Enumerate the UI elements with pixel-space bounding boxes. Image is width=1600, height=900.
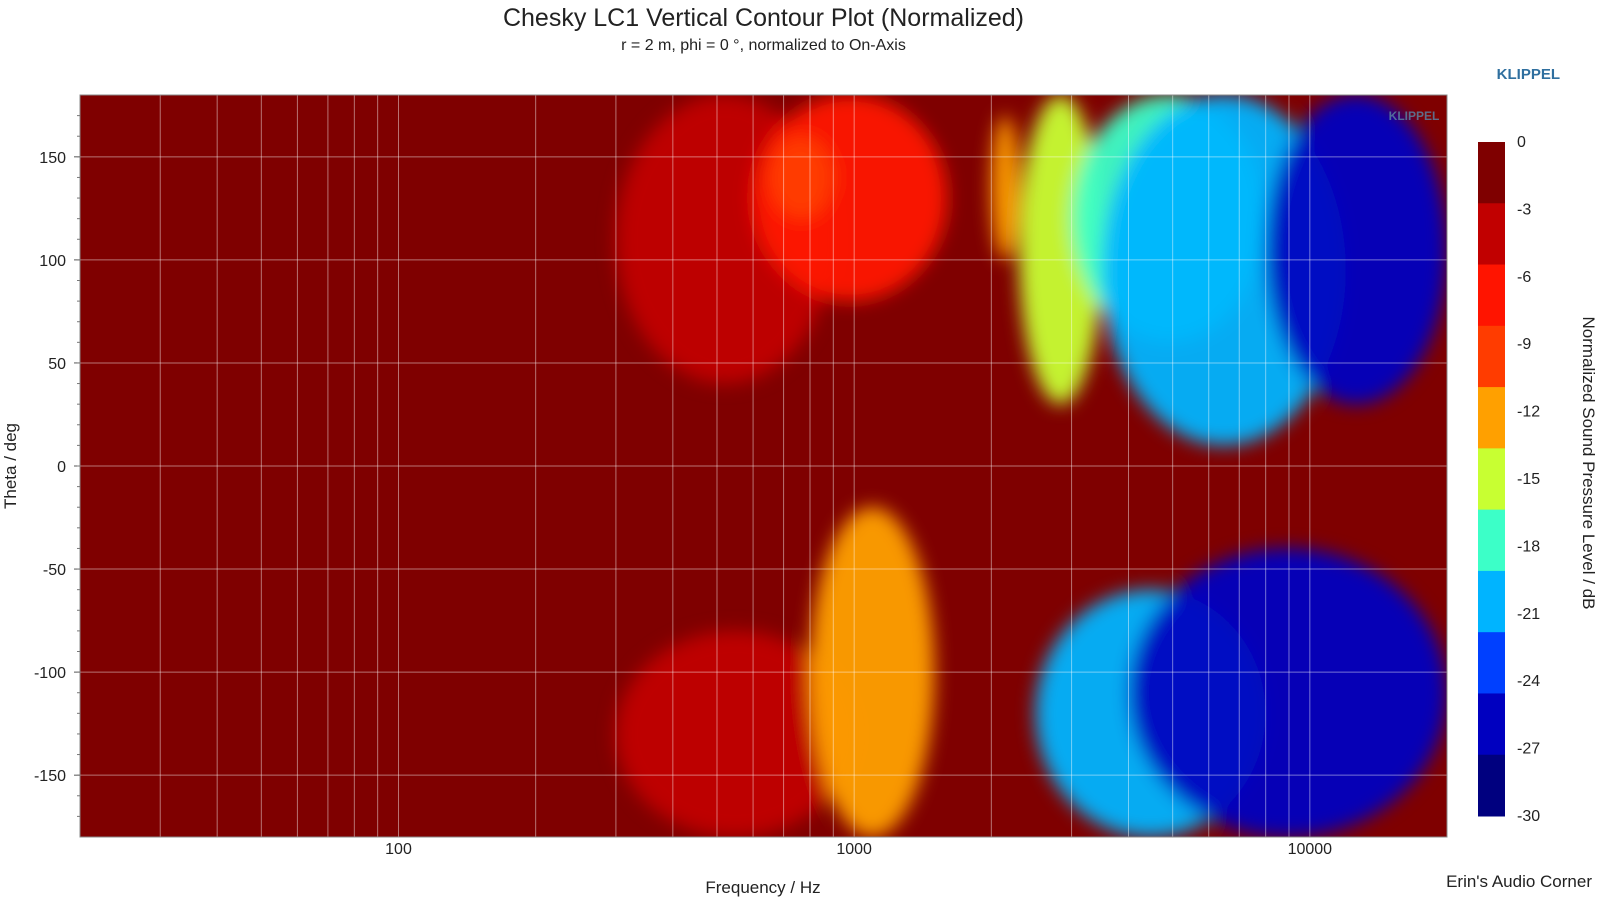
contour-region-2 [768,136,834,219]
contour-region-11 [1128,548,1447,837]
colorbar-tick-label: -3 [1517,201,1531,218]
colorbar-tick-label: -27 [1517,741,1540,758]
y-tick-label: -100 [34,665,66,682]
x-axis-label: Frequency / Hz [705,878,820,897]
contour-region-7 [1265,95,1447,405]
colorbar-swatch [1478,387,1505,449]
colorbar-swatch [1478,509,1505,572]
colorbar-tick-label: -15 [1517,471,1540,488]
colorbar-tick-label: -6 [1517,269,1531,286]
colorbar-tick-label: -24 [1517,673,1540,690]
tick-layer: 100 1000 10000 150 100 50 0 -50 -100 -150 [34,115,1333,858]
colorbar-swatch [1478,203,1505,266]
colorbar-swatch [1478,264,1505,327]
y-tick-label: -50 [43,562,66,579]
colorbar-swatch [1478,632,1505,694]
colorbar-swatch [1478,754,1505,817]
contour-layer [615,95,1447,837]
y-tick-label: 50 [48,356,66,373]
grid-layer [80,95,1447,837]
y-tick-label: 100 [39,253,66,270]
colorbar-tick-label: -12 [1517,404,1540,421]
contour-region-9 [810,507,935,837]
contour-region-8 [615,630,855,837]
colorbar-tick-label: -9 [1517,336,1531,353]
x-tick-label: 10000 [1288,841,1333,858]
colorbar: 0 -3 -6 -9 -12 -15 -18 -21 -24 -27 -30 [1478,134,1540,825]
colorbar-tick-label: -18 [1517,538,1540,555]
colorbar-tick-label: -30 [1517,808,1540,825]
colorbar-label: Normalized Sound Pressure Level / dB [1579,317,1598,610]
chart-subtitle: r = 2 m, phi = 0 °, normalized to On-Axi… [621,37,906,54]
colorbar-swatch [1478,142,1505,204]
colorbar-swatch [1478,693,1505,756]
y-axis-label: Theta / deg [1,423,20,509]
chart-title: Chesky LC1 Vertical Contour Plot (Normal… [502,4,1025,32]
contour-region-3 [991,115,1019,260]
colorbar-swatch [1478,448,1505,511]
credit-text: Erin's Audio Corner [1446,872,1592,891]
y-tick-label: -150 [34,768,66,785]
x-tick-label: 1000 [836,841,872,858]
colorbar-swatch [1478,325,1505,388]
colorbar-tick-label: 0 [1517,134,1526,151]
colorbar-swatch [1478,570,1505,633]
colorbar-tick-label: -21 [1517,606,1540,623]
y-tick-label: 150 [39,150,66,167]
y-tick-label: 0 [57,459,66,476]
klippel-brand-label: KLIPPEL [1496,66,1560,83]
x-tick-label: 100 [385,841,412,858]
klippel-watermark: KLIPPEL [1389,109,1440,123]
